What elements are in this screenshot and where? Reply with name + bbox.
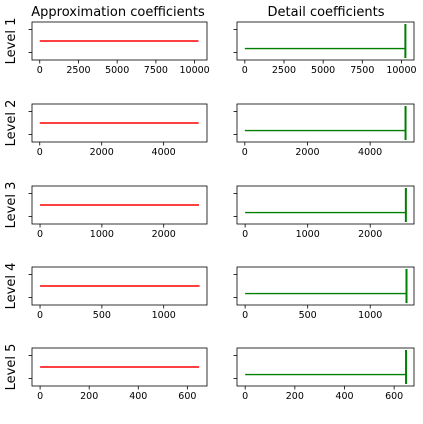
level-4-approximation-xtick-label-1: 500 (93, 310, 111, 321)
level-2-approximation-xtick-label-1: 2000 (90, 147, 114, 158)
level-3-approximation-xtick-label-2: 2000 (152, 229, 176, 240)
level-4-detail-xtick-label-0: 0 (242, 310, 248, 321)
level-4-approximation-xtick-label-0: 0 (37, 310, 43, 321)
level-5-approximation-xtick-label-0: 0 (37, 391, 43, 402)
level-5-approximation-axes-frame (31, 347, 208, 387)
level-2-detail-xtick-label-2: 4000 (358, 147, 382, 158)
level-5-approximation-xtick-label-1: 200 (80, 391, 98, 402)
level-2-detail-axes-frame (236, 103, 415, 143)
level-5-approximation-xtick-label-3: 600 (178, 391, 196, 402)
level-5-detail-xtick-label-0: 0 (242, 391, 248, 402)
level-5-row-label: Level 5 (4, 344, 19, 391)
level-4-detail-xtick-label-2: 1000 (358, 310, 382, 321)
level-1-approximation-xtick-label-0: 0 (37, 65, 43, 76)
level-3-detail-axes-frame (236, 185, 415, 225)
level-4-approximation-xtick-label-2: 1000 (152, 310, 176, 321)
level-1-approximation-xtick-label-1: 2500 (66, 65, 90, 76)
level-1-detail-axes-frame (236, 21, 415, 61)
level-1-detail-xtick-label-2: 5000 (311, 65, 335, 76)
level-5-detail-xtick-label-1: 200 (286, 391, 304, 402)
level-2-detail-xtick-label-0: 0 (242, 147, 248, 158)
level-5-detail-axes-frame (236, 347, 415, 387)
level-1-approximation-xtick-label-2: 5000 (105, 65, 129, 76)
level-4-detail-axes-frame (236, 266, 415, 306)
level-5-approximation-xtick-label-2: 400 (129, 391, 147, 402)
detail-column-title: Detail coefficients (267, 5, 385, 20)
level-1-detail-xtick-label-4: 10000 (386, 65, 416, 76)
level-1-approximation-xtick-label-4: 10000 (179, 65, 209, 76)
level-4-detail-xtick-label-1: 500 (299, 310, 317, 321)
level-1-approximation-axes-frame (31, 21, 208, 61)
level-1-detail-xtick-label-0: 0 (242, 65, 248, 76)
level-5-detail-xtick-label-2: 400 (335, 391, 353, 402)
level-4-row-label: Level 4 (4, 263, 19, 310)
level-3-approximation-xtick-label-1: 1000 (90, 229, 114, 240)
level-1-row-label: Level 1 (4, 18, 19, 65)
level-3-detail-xtick-label-1: 1000 (296, 229, 320, 240)
level-3-row-label: Level 3 (4, 182, 19, 229)
level-1-detail-xtick-label-1: 2500 (272, 65, 296, 76)
level-3-detail-xtick-label-2: 2000 (358, 229, 382, 240)
level-2-row-label: Level 2 (4, 100, 19, 147)
level-1-detail-xtick-label-3: 7500 (350, 65, 374, 76)
level-3-approximation-xtick-label-0: 0 (37, 229, 43, 240)
level-2-approximation-axes-frame (31, 103, 208, 143)
approximation-column-title: Approximation coefficients (31, 5, 205, 20)
level-4-approximation-axes-frame (31, 266, 208, 306)
level-2-approximation-xtick-label-2: 4000 (152, 147, 176, 158)
level-2-approximation-xtick-label-0: 0 (37, 147, 43, 158)
level-3-approximation-axes-frame (31, 185, 208, 225)
level-2-detail-xtick-label-1: 2000 (295, 147, 319, 158)
level-3-detail-xtick-label-0: 0 (242, 229, 248, 240)
level-5-detail-xtick-label-3: 600 (385, 391, 403, 402)
level-1-approximation-xtick-label-3: 7500 (144, 65, 168, 76)
